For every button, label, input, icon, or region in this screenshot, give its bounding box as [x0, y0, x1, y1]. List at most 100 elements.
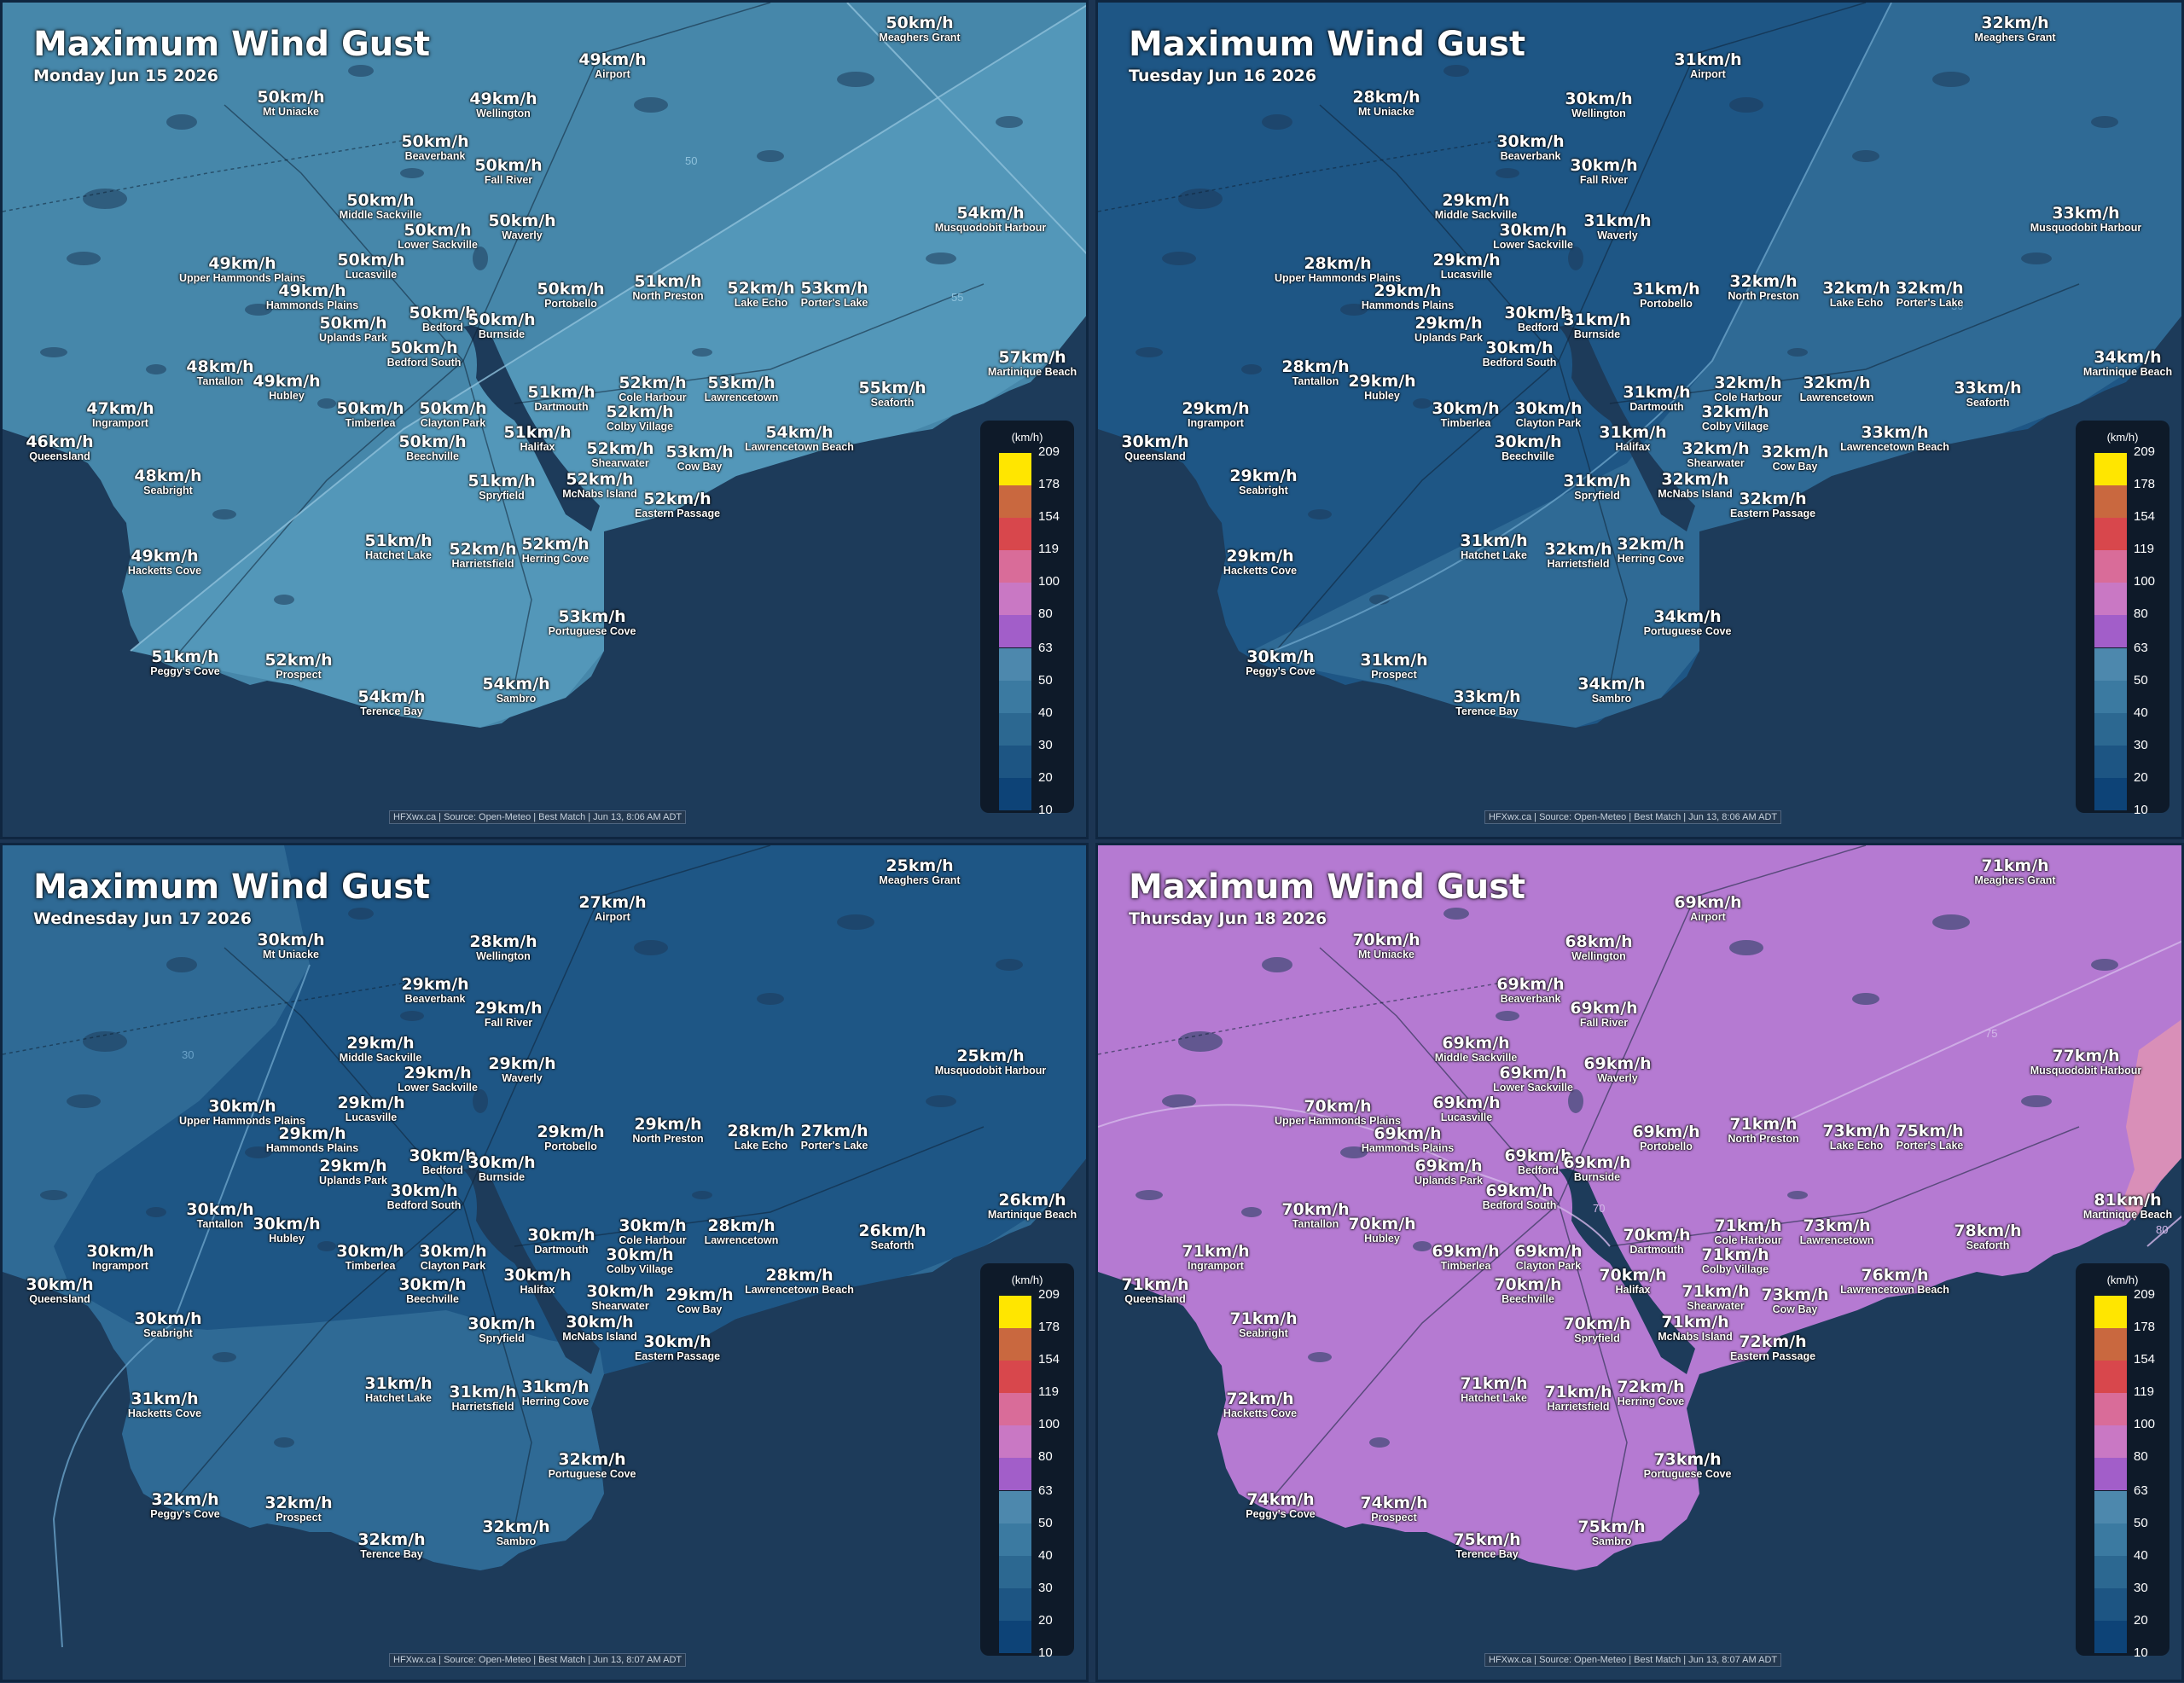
- location-label: 71km/h Queensland: [1121, 1277, 1188, 1305]
- legend-tick: 80: [1038, 1449, 1053, 1464]
- map-date: Monday Jun 15 2026: [33, 67, 218, 85]
- location-label: 34km/h Portuguese Cove: [1644, 609, 1732, 637]
- location-label: 49km/h Upper Hammonds Plains: [179, 256, 305, 284]
- location-label: 51km/h Halifax: [503, 425, 571, 453]
- lake: [1178, 189, 1223, 209]
- gust-value: 53km/h: [558, 607, 626, 626]
- legend-tick: 100: [1038, 574, 1060, 589]
- place-name: Shearwater: [1687, 1300, 1745, 1312]
- location-label: 31km/h Halifax: [1599, 425, 1666, 453]
- legend-swatch: [2094, 1523, 2127, 1556]
- color-legend: (km/h) 209 178 154 119 100 80 63 50 40 30 20 10: [980, 1263, 1074, 1660]
- place-name: Herring Cove: [1617, 553, 1685, 565]
- map-panel: 50 55 Maximum Wind Gust Monday Jun 15 2026 5…: [0, 0, 1089, 839]
- contour-line: [1754, 940, 2181, 1136]
- place-name: Bedford: [1518, 322, 1559, 334]
- location-label: 50km/h Burnside: [468, 312, 535, 340]
- gust-value: 73km/h: [1822, 1122, 1891, 1140]
- location-label: 30km/h Fall River: [1570, 158, 1637, 186]
- gust-value: 30km/h: [586, 1282, 654, 1301]
- gust-value: 72km/h: [1739, 1332, 1807, 1351]
- legend-tick: 209: [1038, 444, 1060, 459]
- location-label: 28km/h Lake Echo: [727, 1123, 794, 1152]
- location-label: 29km/h Lucasville: [337, 1095, 404, 1123]
- legend-swatch: [2094, 1556, 2127, 1588]
- gust-value: 31km/h: [1599, 423, 1667, 442]
- gust-value: 33km/h: [1954, 379, 2022, 398]
- legend-tick: 178: [1038, 1320, 1060, 1334]
- place-name: Queensland: [29, 450, 90, 462]
- place-name: Meaghers Grant: [879, 32, 961, 44]
- location-label: 32km/h Porter's Lake: [1896, 281, 1963, 309]
- gust-value: 30km/h: [419, 1242, 487, 1261]
- place-name: Colby Village: [1701, 1263, 1769, 1275]
- location-label: 53km/h Cow Bay: [665, 444, 733, 473]
- legend-tick: 20: [2134, 770, 2148, 785]
- location-label: 53km/h Lawrencetown: [705, 375, 779, 403]
- legend-tick: 80: [2134, 606, 2148, 621]
- location-label: 69km/h Bedford South: [1483, 1183, 1557, 1211]
- location-label: 29km/h Middle Sackville: [1435, 193, 1518, 221]
- place-name: Uplands Park: [1414, 332, 1483, 344]
- gust-value: 30km/h: [1432, 399, 1500, 418]
- gust-value: 72km/h: [1617, 1378, 1685, 1396]
- lake: [1932, 914, 1970, 930]
- location-label: 57km/h Martinique Beach: [988, 350, 1077, 378]
- place-name: Halifax: [1615, 1284, 1651, 1296]
- gust-value: 30km/h: [134, 1309, 202, 1328]
- location-label: 51km/h Spryfield: [468, 473, 535, 502]
- place-name: Mt Uniacke: [1358, 106, 1414, 118]
- place-name: Spryfield: [479, 1332, 525, 1344]
- color-legend: (km/h) 209 178 154 119 100 80 63 50 40 30 20 10: [980, 421, 1074, 817]
- legend-tick: 50: [2134, 1516, 2148, 1530]
- place-name: Hubley: [1364, 1233, 1400, 1245]
- legend-tick: 40: [2134, 705, 2148, 720]
- road: [1558, 3, 1867, 362]
- gust-value: 51km/h: [503, 423, 572, 442]
- place-name: Upper Hammonds Plains: [179, 272, 305, 284]
- gust-value: 30km/h: [606, 1245, 674, 1264]
- gust-value: 30km/h: [468, 1314, 536, 1333]
- gust-value: 32km/h: [1729, 272, 1798, 291]
- location-label: 54km/h Lawrencetown Beach: [745, 425, 854, 453]
- location-label: 32km/h Cow Bay: [1761, 444, 1828, 473]
- location-label: 30km/h Colby Village: [606, 1247, 673, 1275]
- place-name: North Preston: [1728, 290, 1799, 302]
- attribution: HFXwx.ca | Source: Open-Meteo | Best Mat…: [389, 1653, 687, 1667]
- legend-swatch: [999, 713, 1031, 746]
- gust-value: 50km/h: [468, 310, 536, 329]
- location-label: 30km/h Dartmouth: [527, 1227, 595, 1256]
- location-label: 30km/h Bedford: [1504, 305, 1571, 334]
- location-label: 30km/h Eastern Passage: [635, 1334, 720, 1362]
- place-name: Portobello: [1640, 298, 1693, 310]
- place-name: Middle Sackville: [1434, 1052, 1518, 1064]
- legend-tick: 209: [2134, 1287, 2156, 1302]
- location-label: 28km/h Upper Hammonds Plains: [1275, 256, 1401, 284]
- place-name: Cole Harbour: [619, 1234, 687, 1246]
- location-label: 30km/h Timberlea: [336, 1244, 404, 1272]
- gust-value: 30km/h: [390, 1181, 458, 1200]
- location-label: 52km/h McNabs Island: [562, 472, 637, 500]
- location-label: 31km/h Spryfield: [1563, 473, 1630, 502]
- place-name: Portuguese Cove: [548, 1468, 636, 1480]
- place-name: Tantallon: [196, 1218, 244, 1230]
- gust-value: 29km/h: [1374, 281, 1442, 300]
- map-panel: 30 Maximum Wind Gust Wednesday Jun 17 2026…: [0, 843, 1089, 1682]
- basemap: 30: [1098, 3, 2181, 837]
- lake: [146, 1207, 166, 1217]
- location-label: 32km/h Harrietsfield: [1544, 542, 1612, 570]
- gust-value: 50km/h: [488, 212, 556, 230]
- gust-value: 32km/h: [1701, 403, 1769, 421]
- lake: [1162, 1094, 1196, 1108]
- location-label: 31km/h Hacketts Cove: [128, 1391, 201, 1419]
- gust-value: 51km/h: [634, 272, 702, 291]
- lake: [473, 247, 488, 270]
- legend-tick: 40: [2134, 1548, 2148, 1563]
- place-name: Cole Harbour: [1714, 1234, 1782, 1246]
- location-label: 52km/h Colby Village: [606, 404, 673, 432]
- legend-swatch: [2094, 615, 2127, 647]
- gust-value: 30km/h: [336, 1242, 404, 1261]
- location-label: 30km/h Cole Harbour: [619, 1218, 686, 1246]
- legend-tick: 100: [2134, 574, 2156, 589]
- contour-label: 30: [1951, 299, 1963, 312]
